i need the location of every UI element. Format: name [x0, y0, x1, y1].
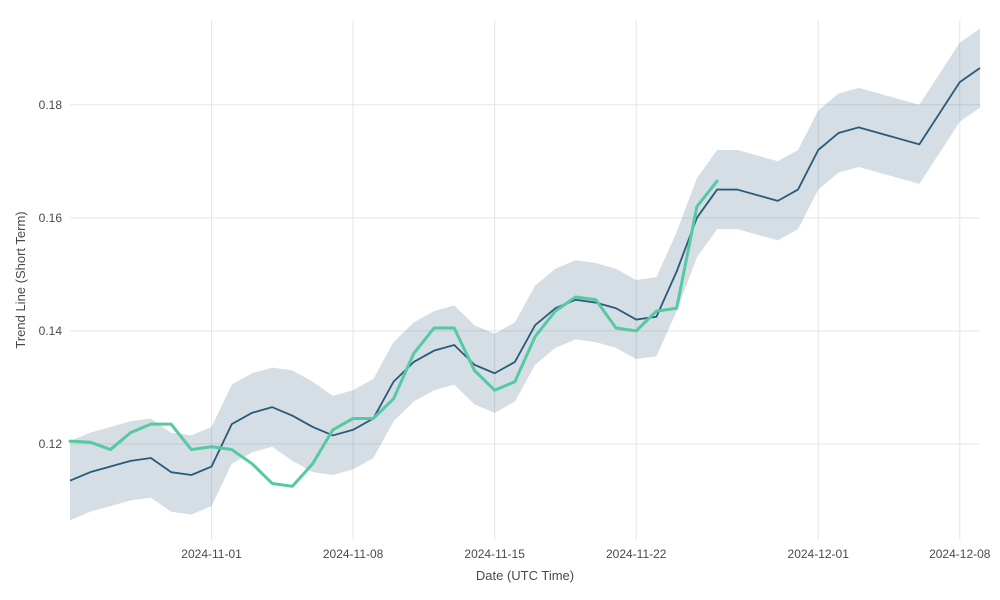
x-tick-label: 2024-11-08: [323, 547, 384, 561]
y-tick-label: 0.18: [39, 98, 63, 112]
x-tick-label: 2024-11-22: [606, 547, 667, 561]
x-tick-label: 2024-11-15: [464, 547, 525, 561]
x-tick-label: 2024-12-01: [788, 547, 850, 561]
y-tick-label: 0.14: [39, 324, 63, 338]
x-axis-title: Date (UTC Time): [476, 568, 574, 583]
x-tick-label: 2024-11-01: [181, 547, 242, 561]
y-axis-title: Trend Line (Short Term): [13, 211, 28, 348]
y-tick-label: 0.12: [39, 437, 63, 451]
x-tick-label: 2024-12-08: [929, 547, 991, 561]
chart-background: [0, 0, 1000, 600]
y-tick-label: 0.16: [39, 211, 63, 225]
chart-container: 0.12 0.14 0.16 0.18 2024-11-01 2024-11-08 2024…: [0, 0, 1000, 600]
trend-chart: 0.12 0.14 0.16 0.18 2024-11-01 2024-11-08 2024…: [0, 0, 1000, 600]
